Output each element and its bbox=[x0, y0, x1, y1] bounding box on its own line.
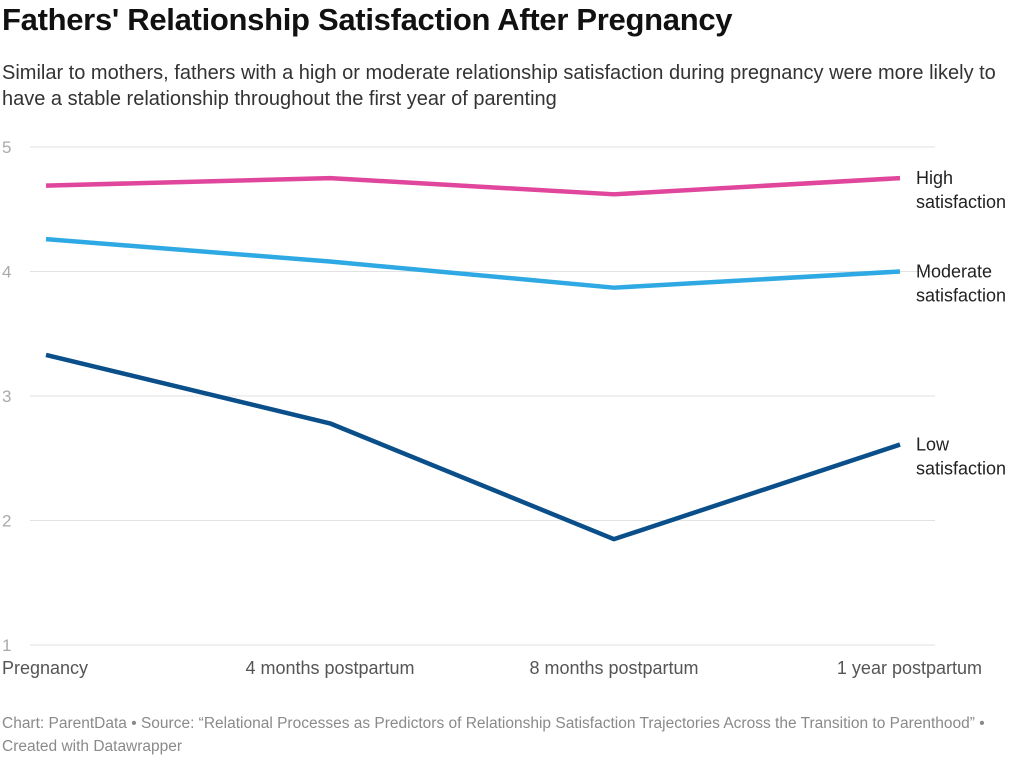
series-label: satisfaction bbox=[916, 459, 1006, 479]
series-label: Low bbox=[916, 435, 950, 455]
series-label: satisfaction bbox=[916, 286, 1006, 306]
series-line bbox=[45, 175, 901, 197]
x-tick-label: 1 year postpartum bbox=[837, 658, 982, 678]
line-chart: 1 2 3 4 5 Pregnancy 4 months postpartum 8 month… bbox=[2, 138, 1006, 678]
y-tick-label: 1 bbox=[2, 636, 11, 655]
series-label: Moderate bbox=[916, 262, 992, 282]
chart-title: Fathers' Relationship Satisfaction After… bbox=[2, 2, 733, 37]
series-line bbox=[45, 236, 901, 290]
series-line bbox=[45, 352, 901, 542]
y-tick-label: 4 bbox=[2, 263, 11, 282]
x-tick-label: Pregnancy bbox=[2, 658, 88, 678]
y-tick-label: 5 bbox=[2, 138, 11, 157]
chart-footer: Chart: ParentData • Source: “Relational … bbox=[2, 715, 985, 755]
y-tick-label: 2 bbox=[2, 512, 11, 531]
x-tick-label: 4 months postpartum bbox=[245, 658, 414, 678]
chart-subtitle: Similar to mothers, fathers with a high … bbox=[2, 62, 996, 110]
x-tick-label: 8 months postpartum bbox=[529, 658, 698, 678]
y-tick-label: 3 bbox=[2, 387, 11, 406]
series-label: satisfaction bbox=[916, 192, 1006, 212]
series-label: High bbox=[916, 168, 953, 188]
